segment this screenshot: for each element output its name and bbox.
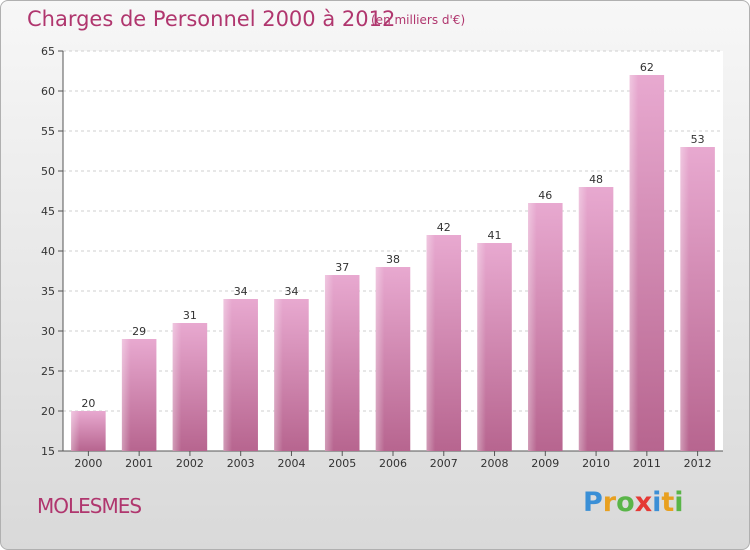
- chart-title: Charges de Personnel 2000 à 2012: [27, 7, 396, 31]
- data-label: 34: [284, 285, 298, 298]
- logo-letter: P: [583, 487, 603, 518]
- data-label: 34: [234, 285, 248, 298]
- bar-highlight: [375, 267, 411, 451]
- data-label: 29: [132, 325, 146, 338]
- y-tick-label: 65: [41, 45, 55, 58]
- bar-highlight: [71, 411, 106, 451]
- logo-letter: t: [661, 487, 675, 518]
- y-tick-label: 55: [41, 125, 55, 138]
- logo-letter: o: [616, 487, 635, 518]
- x-tick-label: 2000: [74, 457, 102, 470]
- bar-highlight: [324, 275, 360, 451]
- data-label: 41: [488, 229, 502, 242]
- y-tick-label: 15: [41, 445, 55, 458]
- data-label: 46: [538, 189, 552, 202]
- x-tick-label: 2001: [125, 457, 153, 470]
- data-label: 53: [691, 133, 705, 146]
- x-tick-label: 2004: [277, 457, 305, 470]
- data-label: 20: [81, 397, 95, 410]
- y-tick-label: 30: [41, 325, 55, 338]
- y-tick-label: 20: [41, 405, 55, 418]
- bar-highlight: [223, 299, 258, 451]
- proxiti-logo[interactable]: Proxiti: [583, 487, 684, 518]
- x-tick-label: 2011: [633, 457, 661, 470]
- data-label: 37: [335, 261, 349, 274]
- logo-letter: x: [634, 487, 653, 518]
- x-tick-label: 2006: [379, 457, 407, 470]
- bar-highlight: [528, 203, 563, 451]
- x-tick-label: 2009: [531, 457, 559, 470]
- bar-highlight: [426, 235, 462, 451]
- chart-subtitle: (en milliers d'€): [371, 13, 466, 27]
- data-label: 42: [437, 221, 451, 234]
- bar-highlight: [578, 187, 614, 451]
- x-tick-label: 2002: [176, 457, 204, 470]
- logo-letter: i: [652, 487, 662, 518]
- y-tick-label: 40: [41, 245, 55, 258]
- logo-letter: r: [602, 487, 617, 518]
- data-label: 62: [640, 61, 654, 74]
- bar-highlight: [477, 243, 512, 451]
- y-tick-label: 45: [41, 205, 55, 218]
- y-tick-label: 60: [41, 85, 55, 98]
- x-tick-label: 2003: [227, 457, 255, 470]
- x-tick-label: 2012: [684, 457, 712, 470]
- bar-highlight: [172, 323, 208, 451]
- place-name: MOLESMES: [37, 494, 142, 518]
- value-labels: 20 29 31 34 34 37 38 42 41 46 48 62 53: [81, 61, 704, 410]
- data-label: 31: [183, 309, 197, 322]
- bar-highlight: [629, 75, 665, 451]
- x-tick-label: 2007: [430, 457, 458, 470]
- bar-highlight: [274, 299, 309, 451]
- data-label: 48: [589, 173, 603, 186]
- y-tick-label: 35: [41, 285, 55, 298]
- y-tick-label: 50: [41, 165, 55, 178]
- x-tick-label: 2008: [481, 457, 509, 470]
- y-tick-label: 25: [41, 365, 55, 378]
- data-label: 38: [386, 253, 400, 266]
- x-tick-label: 2010: [582, 457, 610, 470]
- x-tick-label: 2005: [328, 457, 356, 470]
- bar-highlight: [680, 147, 715, 451]
- bar-highlight: [121, 339, 157, 451]
- logo-letter: i: [674, 487, 684, 518]
- bars: [71, 75, 715, 451]
